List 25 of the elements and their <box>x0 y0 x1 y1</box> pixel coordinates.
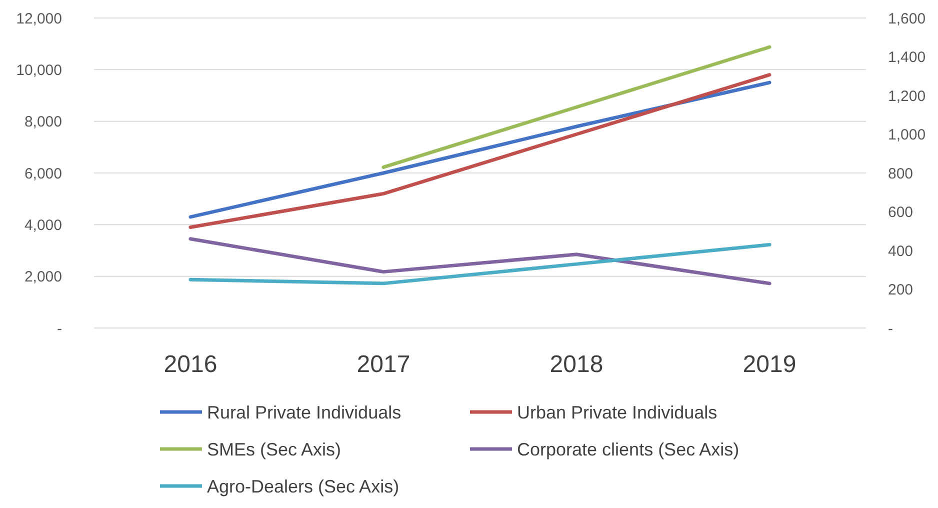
y-tick-label: 2,000 <box>24 268 62 286</box>
legend-label: Agro-Dealers (Sec Axis) <box>207 476 400 496</box>
y2-tick-label: 1,400 <box>888 49 926 66</box>
y2-tick-label: 600 <box>888 204 914 221</box>
x-tick-label: 2016 <box>164 351 218 378</box>
y2-tick-label: 800 <box>888 165 914 182</box>
legend-label: Urban Private Individuals <box>517 402 718 422</box>
y2-tick-label: 1,000 <box>888 126 926 144</box>
x-tick-label: 2018 <box>550 351 604 378</box>
legend-label: Rural Private Individuals <box>207 402 402 422</box>
legend-label: Corporate clients (Sec Axis) <box>517 439 740 460</box>
y-tick-label: 6,000 <box>24 165 62 182</box>
y2-tick-label: 1,600 <box>888 10 926 28</box>
x-tick-label: 2019 <box>742 351 796 378</box>
y2-tick-label: 200 <box>888 282 914 298</box>
y-tick-label: 8,000 <box>24 114 62 131</box>
y2-tick-label: - <box>888 320 893 338</box>
y-tick-label: 10,000 <box>16 62 62 79</box>
y-tick-label: - <box>57 320 62 338</box>
y2-tick-label: 400 <box>888 242 914 260</box>
legend-label: SMEs (Sec Axis) <box>207 439 342 460</box>
x-tick-label: 2017 <box>356 351 410 378</box>
y-tick-label: 4,000 <box>24 216 62 234</box>
y2-tick-label: 1,200 <box>888 88 926 105</box>
y-tick-label: 12,000 <box>16 10 62 28</box>
